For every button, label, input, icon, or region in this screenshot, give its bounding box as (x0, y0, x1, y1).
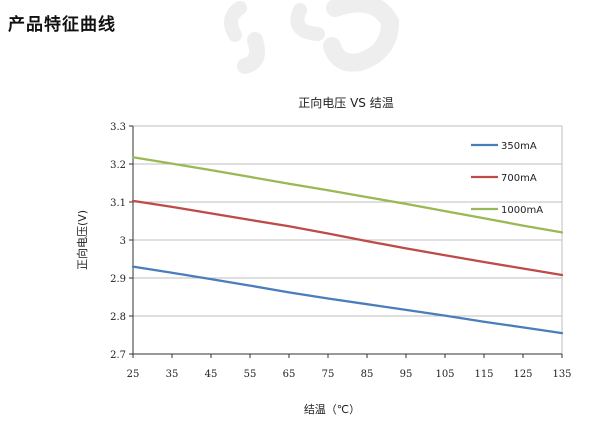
y-tick-label: 2.8 (110, 312, 126, 323)
x-tick-label: 85 (361, 369, 374, 380)
y-tick-label: 3.2 (110, 160, 126, 171)
chart-title: 正向电压 VS 结温 (298, 95, 393, 110)
x-tick-label: 125 (513, 369, 532, 380)
x-tick-label: 135 (552, 369, 571, 380)
series-line-700mA (131, 199, 564, 277)
x-axis-label: 结温（℃） (304, 403, 360, 416)
legend-label-700mA: 700mA (501, 173, 537, 184)
y-tick-label: 3.3 (110, 122, 126, 133)
series-line-1000mA (131, 156, 564, 234)
x-tick-label: 25 (127, 369, 140, 380)
y-axis-label: 正向电压(V) (75, 210, 89, 270)
x-tick-label: 35 (166, 369, 179, 380)
x-tick-label: 65 (283, 369, 296, 380)
y-tick-label: 2.9 (110, 274, 126, 285)
y-tick-label: 3 (120, 236, 126, 247)
x-tick-label: 75 (322, 369, 335, 380)
legend: 350mA 700mA 1000mA (471, 141, 543, 216)
y-tick-label: 2.7 (110, 350, 126, 361)
x-tick-label: 45 (205, 369, 218, 380)
series-line-350mA (131, 265, 564, 335)
page-heading: 产品特征曲线 (8, 15, 116, 35)
x-tick-label: 95 (400, 369, 413, 380)
y-tick-label: 3.1 (110, 198, 126, 209)
x-tick-label: 115 (474, 369, 493, 380)
legend-label-1000mA: 1000mA (501, 205, 543, 216)
legend-label-350mA: 350mA (501, 141, 537, 152)
x-tick-label: 105 (435, 369, 454, 380)
x-tick-label: 55 (244, 369, 257, 380)
